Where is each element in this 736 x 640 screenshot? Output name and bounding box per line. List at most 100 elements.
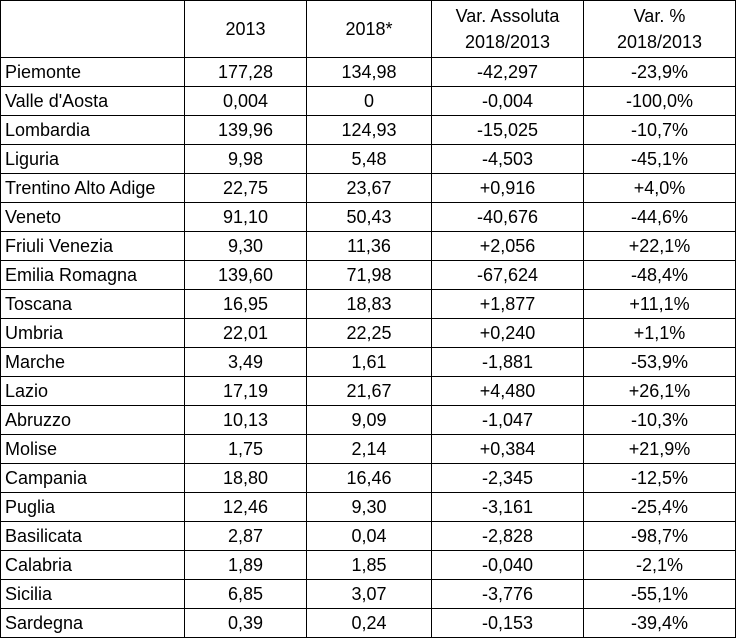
cell-region: Valle d'Aosta bbox=[0, 86, 185, 116]
table-row: Friuli Venezia 9,30 11,36 +2,056 +22,1% bbox=[0, 231, 736, 261]
cell-var-percent: -25,4% bbox=[583, 492, 736, 522]
cell-2013: 3,49 bbox=[184, 347, 307, 377]
cell-var-percent: +26,1% bbox=[583, 376, 736, 406]
header-region bbox=[0, 0, 185, 58]
cell-region: Veneto bbox=[0, 202, 185, 232]
cell-var-assoluta: +0,916 bbox=[431, 173, 584, 203]
cell-var-percent: -48,4% bbox=[583, 260, 736, 290]
cell-2018: 18,83 bbox=[306, 289, 432, 319]
cell-var-assoluta: -1,881 bbox=[431, 347, 584, 377]
cell-2013: 18,80 bbox=[184, 463, 307, 493]
cell-2018: 50,43 bbox=[306, 202, 432, 232]
cell-2018: 0 bbox=[306, 86, 432, 116]
cell-2013: 2,87 bbox=[184, 521, 307, 551]
cell-var-percent: +22,1% bbox=[583, 231, 736, 261]
cell-2018: 21,67 bbox=[306, 376, 432, 406]
cell-2013: 1,75 bbox=[184, 434, 307, 464]
cell-var-percent: -45,1% bbox=[583, 144, 736, 174]
header-var-percent: Var. % 2018/2013 bbox=[583, 0, 736, 58]
cell-var-assoluta: -1,047 bbox=[431, 405, 584, 435]
cell-2013: 9,98 bbox=[184, 144, 307, 174]
cell-2018: 0,24 bbox=[306, 608, 432, 638]
cell-var-assoluta: -0,153 bbox=[431, 608, 584, 638]
cell-region: Toscana bbox=[0, 289, 185, 319]
cell-var-assoluta: -0,040 bbox=[431, 550, 584, 580]
cell-region: Liguria bbox=[0, 144, 185, 174]
cell-2018: 22,25 bbox=[306, 318, 432, 348]
header-2013: 2013 bbox=[184, 0, 307, 58]
cell-var-percent: -53,9% bbox=[583, 347, 736, 377]
cell-2018: 3,07 bbox=[306, 579, 432, 609]
table-row: Campania 18,80 16,46 -2,345 -12,5% bbox=[0, 463, 736, 493]
cell-var-percent: -98,7% bbox=[583, 521, 736, 551]
table-row: Liguria 9,98 5,48 -4,503 -45,1% bbox=[0, 144, 736, 174]
table-row: Marche 3,49 1,61 -1,881 -53,9% bbox=[0, 347, 736, 377]
cell-var-assoluta: -2,828 bbox=[431, 521, 584, 551]
table-row: Abruzzo 10,13 9,09 -1,047 -10,3% bbox=[0, 405, 736, 435]
cell-2013: 0,39 bbox=[184, 608, 307, 638]
cell-var-assoluta: -3,776 bbox=[431, 579, 584, 609]
cell-2018: 9,30 bbox=[306, 492, 432, 522]
cell-var-percent: -2,1% bbox=[583, 550, 736, 580]
table-row: Sardegna 0,39 0,24 -0,153 -39,4% bbox=[0, 608, 736, 638]
cell-2018: 124,93 bbox=[306, 115, 432, 145]
cell-region: Emilia Romagna bbox=[0, 260, 185, 290]
cell-var-assoluta: -67,624 bbox=[431, 260, 584, 290]
cell-region: Sardegna bbox=[0, 608, 185, 638]
cell-2018: 9,09 bbox=[306, 405, 432, 435]
cell-var-percent: -10,7% bbox=[583, 115, 736, 145]
table-row: Toscana 16,95 18,83 +1,877 +11,1% bbox=[0, 289, 736, 319]
cell-2013: 16,95 bbox=[184, 289, 307, 319]
cell-region: Abruzzo bbox=[0, 405, 185, 435]
cell-var-percent: -39,4% bbox=[583, 608, 736, 638]
cell-var-assoluta: +0,240 bbox=[431, 318, 584, 348]
table-row: Piemonte 177,28 134,98 -42,297 -23,9% bbox=[0, 57, 736, 87]
table-body: Piemonte 177,28 134,98 -42,297 -23,9% Valle d… bbox=[0, 57, 736, 638]
cell-region: Friuli Venezia bbox=[0, 231, 185, 261]
cell-region: Sicilia bbox=[0, 579, 185, 609]
cell-region: Puglia bbox=[0, 492, 185, 522]
cell-region: Basilicata bbox=[0, 521, 185, 551]
cell-region: Piemonte bbox=[0, 57, 185, 87]
header-var-assoluta: Var. Assoluta 2018/2013 bbox=[431, 0, 584, 58]
cell-var-assoluta: -15,025 bbox=[431, 115, 584, 145]
table-row: Basilicata 2,87 0,04 -2,828 -98,7% bbox=[0, 521, 736, 551]
cell-2013: 139,60 bbox=[184, 260, 307, 290]
table-row: Trentino Alto Adige 22,75 23,67 +0,916 +4,0% bbox=[0, 173, 736, 203]
cell-2013: 22,01 bbox=[184, 318, 307, 348]
cell-var-assoluta: -42,297 bbox=[431, 57, 584, 87]
cell-2013: 6,85 bbox=[184, 579, 307, 609]
cell-var-percent: +4,0% bbox=[583, 173, 736, 203]
cell-region: Trentino Alto Adige bbox=[0, 173, 185, 203]
table-row: Veneto 91,10 50,43 -40,676 -44,6% bbox=[0, 202, 736, 232]
cell-2018: 1,85 bbox=[306, 550, 432, 580]
cell-2013: 9,30 bbox=[184, 231, 307, 261]
cell-var-assoluta: +1,877 bbox=[431, 289, 584, 319]
cell-var-percent: -100,0% bbox=[583, 86, 736, 116]
cell-2013: 91,10 bbox=[184, 202, 307, 232]
table-row: Calabria 1,89 1,85 -0,040 -2,1% bbox=[0, 550, 736, 580]
table-row: Molise 1,75 2,14 +0,384 +21,9% bbox=[0, 434, 736, 464]
table-row: Lazio 17,19 21,67 +4,480 +26,1% bbox=[0, 376, 736, 406]
table-row: Puglia 12,46 9,30 -3,161 -25,4% bbox=[0, 492, 736, 522]
table-row: Emilia Romagna 139,60 71,98 -67,624 -48,4% bbox=[0, 260, 736, 290]
table-row: Sicilia 6,85 3,07 -3,776 -55,1% bbox=[0, 579, 736, 609]
cell-2018: 11,36 bbox=[306, 231, 432, 261]
header-row: 2013 2018* Var. Assoluta 2018/2013 Var. … bbox=[0, 0, 736, 58]
cell-region: Calabria bbox=[0, 550, 185, 580]
cell-var-percent: +21,9% bbox=[583, 434, 736, 464]
cell-region: Lazio bbox=[0, 376, 185, 406]
cell-2013: 17,19 bbox=[184, 376, 307, 406]
header-2018: 2018* bbox=[306, 0, 432, 58]
cell-2018: 134,98 bbox=[306, 57, 432, 87]
cell-region: Molise bbox=[0, 434, 185, 464]
cell-var-percent: -44,6% bbox=[583, 202, 736, 232]
cell-var-percent: -12,5% bbox=[583, 463, 736, 493]
cell-var-percent: +11,1% bbox=[583, 289, 736, 319]
cell-2018: 23,67 bbox=[306, 173, 432, 203]
cell-region: Lombardia bbox=[0, 115, 185, 145]
cell-2018: 16,46 bbox=[306, 463, 432, 493]
cell-var-assoluta: +4,480 bbox=[431, 376, 584, 406]
cell-var-assoluta: -3,161 bbox=[431, 492, 584, 522]
